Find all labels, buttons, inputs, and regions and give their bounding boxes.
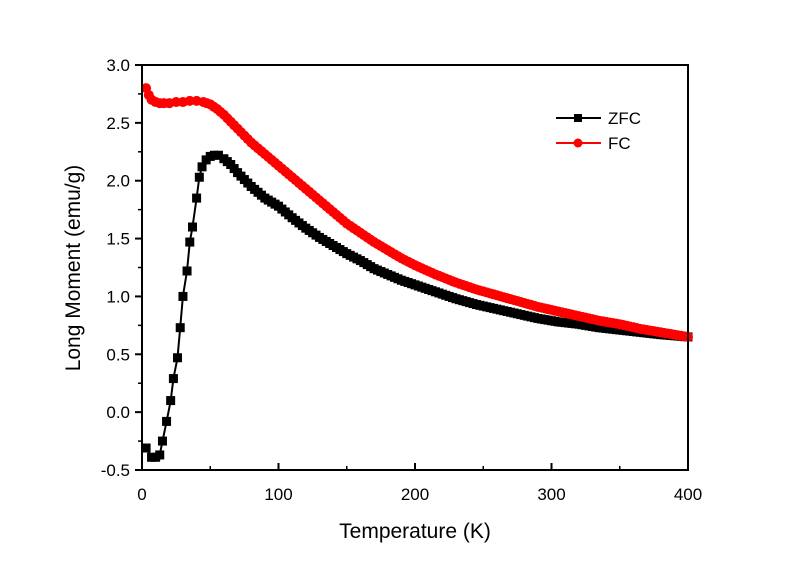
- data-point-zfc: [175, 323, 185, 333]
- data-point-zfc: [162, 416, 172, 426]
- legend-marker-zfc: [574, 114, 582, 122]
- data-point-zfc: [141, 443, 151, 453]
- x-axis-title: Temperature (K): [339, 520, 491, 543]
- data-point-zfc: [178, 291, 188, 301]
- data-point-zfc: [197, 162, 207, 172]
- legend: ZFC FC: [556, 109, 641, 153]
- data-point-zfc: [192, 193, 202, 203]
- legend-label-fc: FC: [608, 134, 631, 153]
- data-point-zfc: [188, 222, 198, 232]
- x-tick-label: 0: [137, 485, 146, 504]
- legend-label-zfc: ZFC: [608, 109, 641, 128]
- data-point-zfc: [166, 396, 176, 406]
- data-point-zfc: [194, 172, 204, 182]
- data-point-zfc: [157, 436, 167, 446]
- x-axis: 0 100 200 300 400: [137, 463, 702, 504]
- x-tick-label: 200: [401, 485, 429, 504]
- y-tick-label: 1.5: [106, 230, 130, 249]
- legend-marker-fc: [573, 138, 583, 148]
- data-point-zfc: [168, 374, 178, 384]
- x-tick-label: 400: [674, 485, 702, 504]
- y-tick-label: 0.5: [106, 345, 130, 364]
- y-tick-label: 0.0: [106, 403, 130, 422]
- data-point-zfc: [172, 353, 182, 363]
- data-point-zfc: [213, 150, 223, 160]
- x-tick-label: 300: [537, 485, 565, 504]
- x-tick-label: 100: [264, 485, 292, 504]
- legend-item-zfc: ZFC: [556, 109, 641, 128]
- y-tick-label: 3.0: [106, 56, 130, 75]
- data-point-zfc: [185, 237, 195, 247]
- plot-series: [141, 83, 693, 462]
- data-point-zfc: [155, 450, 165, 460]
- data-point-zfc: [182, 266, 192, 276]
- y-axis-title: Long Moment (emu/g): [62, 165, 85, 372]
- legend-item-fc: FC: [556, 134, 631, 153]
- y-axis: -0.5 0.0 0.5 1.0 1.5 2.0 2.5 3.0: [101, 56, 142, 480]
- y-tick-label: 2.0: [106, 172, 130, 191]
- y-tick-label: 1.0: [106, 287, 130, 306]
- series-line-zfc: [145, 154, 689, 459]
- y-tick-label: 2.5: [106, 114, 130, 133]
- y-tick-label: -0.5: [101, 461, 130, 480]
